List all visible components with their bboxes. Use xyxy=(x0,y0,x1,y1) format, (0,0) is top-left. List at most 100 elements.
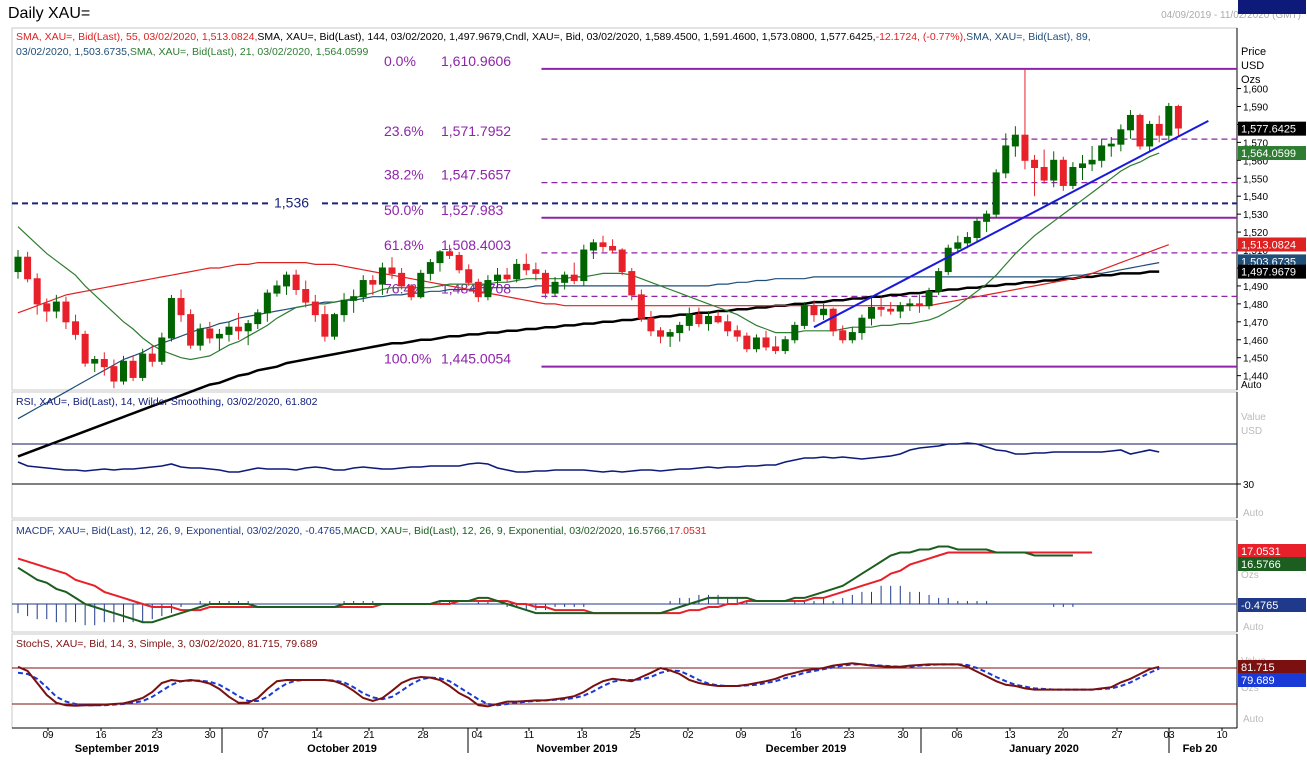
price-tick-label: 1,460 xyxy=(1243,336,1268,347)
candle-body xyxy=(187,314,195,346)
rsi-value-tag xyxy=(1238,0,1306,14)
stoch-axis-title: Ozs xyxy=(1241,683,1259,694)
price-tick-label: 1,560 xyxy=(1243,156,1268,167)
macd-value-tag-label: -0.4765 xyxy=(1241,600,1278,612)
day-tick-label: 20 xyxy=(1057,730,1069,741)
month-label: October 2019 xyxy=(307,743,377,755)
day-tick-label: 10 xyxy=(1216,730,1228,741)
month-label: Feb 20 xyxy=(1183,743,1218,755)
sma89-line xyxy=(17,262,1160,420)
candle-body xyxy=(1107,143,1115,147)
legend-text: 03/02/2020, 1,503.6735, xyxy=(16,46,130,58)
month-label: September 2019 xyxy=(75,743,159,755)
candle-body xyxy=(781,339,789,352)
day-tick-label: 09 xyxy=(735,730,747,741)
rsi-tick-label: 30 xyxy=(1243,480,1255,491)
candle-body xyxy=(426,262,434,274)
candle-body xyxy=(129,360,137,378)
candle-body xyxy=(1059,159,1067,186)
stoch-legend: StochS, XAU=, Bid, 14, 3, Simple, 3, 03/… xyxy=(16,638,318,650)
price-tick-label: 1,590 xyxy=(1243,102,1268,113)
candle-body xyxy=(235,326,243,332)
candle-body xyxy=(762,337,770,348)
candle-body xyxy=(273,285,281,294)
candle-body xyxy=(887,308,895,312)
fib-pct-label: 100.0% xyxy=(384,351,431,367)
candle-body xyxy=(43,303,51,312)
price-tick-label: 1,480 xyxy=(1243,300,1268,311)
value-tag xyxy=(1238,237,1306,252)
date-range: 04/09/2019 - 11/02/2020 (GMT) xyxy=(1161,10,1301,21)
candle-body xyxy=(465,269,473,283)
stoch-value-tag xyxy=(1238,660,1306,674)
candle-body xyxy=(302,289,310,303)
candle-body xyxy=(532,269,540,274)
candle-body xyxy=(1126,114,1134,131)
rsi-value-tag-label: 61.802 xyxy=(1241,0,1275,3)
rsi-axis-title: USD xyxy=(1241,426,1262,437)
candle-body xyxy=(733,330,741,337)
candle-body xyxy=(714,315,722,323)
candle-body xyxy=(388,267,396,274)
candle-body xyxy=(618,249,626,273)
day-tick-label: 14 xyxy=(311,730,323,741)
candle-body xyxy=(868,306,876,319)
macd-signal-line xyxy=(17,551,1093,615)
day-tick-label: 04 xyxy=(471,730,483,741)
price-tick-label: 1,550 xyxy=(1243,174,1268,185)
day-tick-label: 18 xyxy=(576,730,588,741)
candle-body xyxy=(455,254,463,271)
candle-body xyxy=(810,305,818,316)
candle-body xyxy=(829,308,837,332)
candle-body xyxy=(743,335,751,350)
chart-title: Daily XAU= xyxy=(8,5,91,22)
fib-pct-label: 50.0% xyxy=(384,202,424,218)
fib-value-label: 1,610.9606 xyxy=(441,53,511,69)
candle-body xyxy=(398,272,406,287)
candle-body xyxy=(752,337,760,350)
candle-body xyxy=(225,326,233,335)
candle-body xyxy=(944,247,952,273)
candle-body xyxy=(119,360,127,382)
candle-body xyxy=(666,332,674,337)
rsi-legend: RSI, XAU=, Bid(Last), 14, Wilder Smoothi… xyxy=(16,396,318,408)
candle-body xyxy=(167,297,175,339)
candle-body xyxy=(254,312,262,325)
candle-body xyxy=(1021,134,1029,161)
fib-value-label: 1,527.983 xyxy=(441,202,503,218)
candle-body xyxy=(484,280,492,298)
stoch-value-tag xyxy=(1238,673,1306,687)
auto-label: Auto xyxy=(1243,714,1264,725)
legend-text: SMA, XAU=, Bid(Last), 144, 03/02/2020, 1… xyxy=(257,31,504,43)
macd-legend: MACDF, XAU=, Bid(Last), 12, 26, 9, Expon… xyxy=(16,525,344,537)
day-tick-label: 07 xyxy=(257,730,269,741)
candle-body xyxy=(609,245,617,251)
candle-body xyxy=(877,306,885,310)
candle-body xyxy=(839,330,847,341)
candle-body xyxy=(685,314,693,326)
price-tick-label: 1,510 xyxy=(1243,246,1268,257)
month-label: November 2019 xyxy=(536,743,617,755)
candle-body xyxy=(954,242,962,249)
candle-body xyxy=(896,305,904,312)
day-tick-label: 09 xyxy=(42,730,54,741)
candle-body xyxy=(858,317,866,334)
fib-pct-label: 38.2% xyxy=(384,167,424,183)
candle-body xyxy=(215,333,223,339)
candle-body xyxy=(1069,166,1077,186)
candle-body xyxy=(263,292,271,314)
candle-body xyxy=(676,324,684,334)
day-tick-label: 13 xyxy=(1004,730,1016,741)
day-tick-label: 02 xyxy=(682,730,694,741)
auto-label: Auto xyxy=(1243,622,1264,633)
candle-body xyxy=(915,303,923,307)
rsi-axis-title: Value xyxy=(1241,412,1266,423)
candle-body xyxy=(657,330,665,337)
candle-body xyxy=(848,332,856,341)
candle-body xyxy=(1002,145,1010,174)
macd-value-tag xyxy=(1238,544,1306,558)
candle-body xyxy=(541,272,549,294)
candle-body xyxy=(139,353,147,378)
candle-body xyxy=(52,301,60,312)
